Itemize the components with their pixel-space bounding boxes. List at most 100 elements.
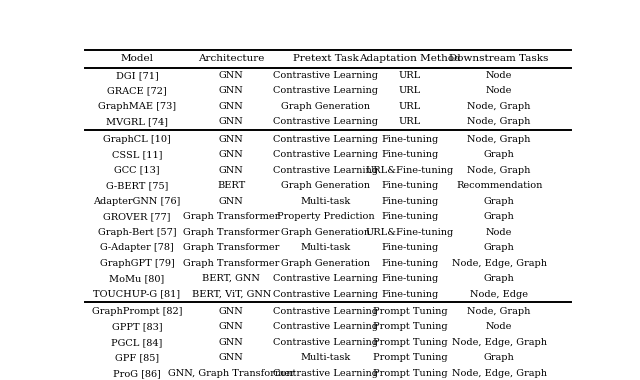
Text: Graph: Graph [484,196,515,206]
Text: Graph-Bert [57]: Graph-Bert [57] [98,228,177,237]
Text: Node, Graph: Node, Graph [467,166,531,174]
Text: Fine-tuning: Fine-tuning [381,243,438,252]
Text: Prompt Tuning: Prompt Tuning [372,338,447,347]
Text: Fine-tuning: Fine-tuning [381,135,438,144]
Text: Contrastive Learning: Contrastive Learning [273,71,378,80]
Text: Node, Graph: Node, Graph [467,135,531,144]
Text: Contrastive Learning: Contrastive Learning [273,323,378,331]
Text: Node, Edge, Graph: Node, Edge, Graph [452,338,547,347]
Text: Contrastive Learning: Contrastive Learning [273,274,378,283]
Text: Fine-tuning: Fine-tuning [381,290,438,299]
Text: Node: Node [486,228,512,237]
Text: Graph Generation: Graph Generation [281,102,370,111]
Text: GraphMAE [73]: GraphMAE [73] [98,102,176,111]
Text: GPF [85]: GPF [85] [115,353,159,363]
Text: Graph Generation: Graph Generation [281,228,370,237]
Text: BERT, GNN: BERT, GNN [202,274,260,283]
Text: Contrastive Learning: Contrastive Learning [273,369,378,378]
Text: Graph Generation: Graph Generation [281,259,370,268]
Text: GNN: GNN [219,71,244,80]
Text: GraphGPT [79]: GraphGPT [79] [100,259,175,268]
Text: AdapterGNN [76]: AdapterGNN [76] [93,196,180,206]
Text: Contrastive Learning: Contrastive Learning [273,290,378,299]
Text: GNN: GNN [219,166,244,174]
Text: Contrastive Learning: Contrastive Learning [273,135,378,144]
Text: GCC [13]: GCC [13] [114,166,160,174]
Text: Graph: Graph [484,243,515,252]
Text: GNN: GNN [219,323,244,331]
Text: Pretext Task: Pretext Task [292,54,358,63]
Text: Node: Node [486,71,512,80]
Text: BERT, ViT, GNN: BERT, ViT, GNN [191,290,271,299]
Text: Model: Model [120,54,154,63]
Text: G-BERT [75]: G-BERT [75] [106,181,168,190]
Text: GRACE [72]: GRACE [72] [107,86,167,95]
Text: Multi-task: Multi-task [300,196,351,206]
Text: Adaptation Method: Adaptation Method [359,54,461,63]
Text: Multi-task: Multi-task [300,353,351,363]
Text: Contrastive Learning: Contrastive Learning [273,86,378,95]
Text: Graph Transformer: Graph Transformer [183,212,280,221]
Text: GraphCL [10]: GraphCL [10] [103,135,171,144]
Text: Property Prediction: Property Prediction [276,212,374,221]
Text: Prompt Tuning: Prompt Tuning [372,323,447,331]
Text: Graph: Graph [484,353,515,363]
Text: GNN, Graph Transformer: GNN, Graph Transformer [168,369,294,378]
Text: Contrastive Learning: Contrastive Learning [273,150,378,159]
Text: Downstream Tasks: Downstream Tasks [449,54,549,63]
Text: Fine-tuning: Fine-tuning [381,196,438,206]
Text: Node, Edge: Node, Edge [470,290,528,299]
Text: DGI [71]: DGI [71] [116,71,159,80]
Text: Node: Node [486,86,512,95]
Text: PGCL [84]: PGCL [84] [111,338,163,347]
Text: MoMu [80]: MoMu [80] [109,274,164,283]
Text: GNN: GNN [219,135,244,144]
Text: Graph: Graph [484,150,515,159]
Text: Prompt Tuning: Prompt Tuning [372,369,447,378]
Text: Contrastive Learning: Contrastive Learning [273,307,378,316]
Text: MVGRL [74]: MVGRL [74] [106,117,168,126]
Text: URL&Fine-tuning: URL&Fine-tuning [365,166,454,174]
Text: BERT: BERT [217,181,245,190]
Text: CSSL [11]: CSSL [11] [112,150,163,159]
Text: Prompt Tuning: Prompt Tuning [372,353,447,363]
Text: Multi-task: Multi-task [300,243,351,252]
Text: URL&Fine-tuning: URL&Fine-tuning [365,228,454,237]
Text: Node, Edge, Graph: Node, Edge, Graph [452,259,547,268]
Text: GNN: GNN [219,307,244,316]
Text: Graph Transformer: Graph Transformer [183,243,280,252]
Text: Node, Graph: Node, Graph [467,307,531,316]
Text: Contrastive Learning: Contrastive Learning [273,117,378,126]
Text: GNN: GNN [219,86,244,95]
Text: GNN: GNN [219,353,244,363]
Text: GPPT [83]: GPPT [83] [112,323,163,331]
Text: Graph Transformer: Graph Transformer [183,228,280,237]
Text: Node, Graph: Node, Graph [467,102,531,111]
Text: GNN: GNN [219,196,244,206]
Text: Contrastive Learning: Contrastive Learning [273,338,378,347]
Text: GROVER [77]: GROVER [77] [103,212,171,221]
Text: GNN: GNN [219,150,244,159]
Text: URL: URL [399,86,421,95]
Text: Fine-tuning: Fine-tuning [381,259,438,268]
Text: GraphPrompt [82]: GraphPrompt [82] [92,307,182,316]
Text: ProG [86]: ProG [86] [113,369,161,378]
Text: TOUCHUP-G [81]: TOUCHUP-G [81] [93,290,180,299]
Text: Graph Transformer: Graph Transformer [183,259,280,268]
Text: URL: URL [399,117,421,126]
Text: Node: Node [486,323,512,331]
Text: Prompt Tuning: Prompt Tuning [372,307,447,316]
Text: GNN: GNN [219,338,244,347]
Text: Fine-tuning: Fine-tuning [381,150,438,159]
Text: G-Adapter [78]: G-Adapter [78] [100,243,174,252]
Text: Architecture: Architecture [198,54,264,63]
Text: Contrastive Learning: Contrastive Learning [273,166,378,174]
Text: URL: URL [399,71,421,80]
Text: Fine-tuning: Fine-tuning [381,181,438,190]
Text: Node, Edge, Graph: Node, Edge, Graph [452,369,547,378]
Text: Fine-tuning: Fine-tuning [381,212,438,221]
Text: Fine-tuning: Fine-tuning [381,274,438,283]
Text: URL: URL [399,102,421,111]
Text: Graph: Graph [484,274,515,283]
Text: Node, Graph: Node, Graph [467,117,531,126]
